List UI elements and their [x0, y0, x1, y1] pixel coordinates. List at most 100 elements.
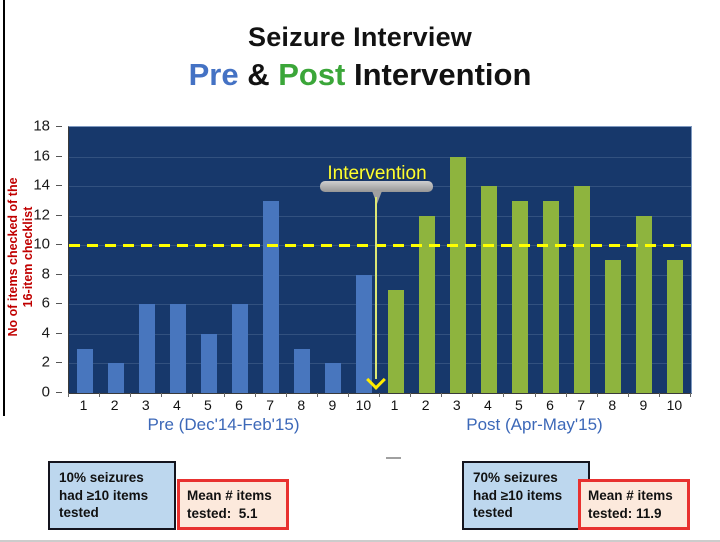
subtitle-amp: & — [238, 57, 279, 92]
bar-pre-10 — [356, 274, 373, 393]
x-tick-mark — [441, 393, 443, 397]
y-tick-mark — [56, 362, 62, 364]
intervention-callout-label: Intervention — [327, 163, 427, 184]
x-tick-mark — [534, 393, 536, 397]
gridline — [69, 363, 691, 365]
x-tick-label: 1 — [390, 397, 399, 413]
bar-pre-8 — [294, 348, 311, 393]
x-tick-label: 8 — [608, 397, 617, 413]
x-tick-label: 9 — [328, 397, 337, 413]
subtitle-post: Post — [278, 57, 346, 92]
bar-pre-7 — [263, 200, 280, 393]
x-tick-mark — [192, 393, 194, 397]
subtitle-rest: Intervention — [345, 57, 532, 92]
y-tick-mark — [56, 185, 62, 187]
x-tick-mark — [68, 393, 69, 397]
x-tick-mark — [472, 393, 474, 397]
y-tick-label: 10 — [33, 235, 50, 253]
slide-edge-line — [3, 0, 5, 416]
x-tick-mark — [223, 393, 225, 397]
bar-post-2 — [418, 215, 435, 393]
y-tick-label: 2 — [41, 353, 50, 371]
bar-pre-9 — [325, 363, 342, 393]
y-tick-mark — [56, 273, 62, 275]
page-subtitle: Pre & Post Intervention — [0, 57, 720, 93]
x-tick-label: 2 — [421, 397, 430, 413]
x-tick-label: 6 — [235, 397, 243, 413]
bar-pre-1 — [76, 348, 93, 393]
y-tick-mark — [56, 392, 62, 393]
pre-summary-box: 10% seizures had ≥10 items tested — [48, 461, 176, 530]
y-tick-mark — [56, 244, 62, 246]
bar-pre-4 — [169, 304, 186, 393]
gridline — [69, 215, 691, 217]
x-tick-label: 7 — [577, 397, 586, 413]
bar-post-6 — [543, 200, 560, 393]
pre-mean-box: Mean # items tested: 5.1 — [177, 479, 289, 531]
x-tick-mark — [99, 393, 101, 397]
x-tick-label: 10 — [355, 397, 372, 413]
x-tick-label: 10 — [666, 397, 683, 413]
y-tick-label: 18 — [33, 117, 50, 135]
x-tick-label: 9 — [639, 397, 648, 413]
x-tick-mark — [316, 393, 318, 397]
plot-area: Intervention — [68, 126, 692, 394]
intervention-arrow-line — [375, 197, 377, 379]
y-tick-mark — [56, 126, 62, 127]
x-axis-group-label-pre: Pre (Dec'14-Feb'15) — [147, 415, 300, 434]
y-tick-mark — [56, 332, 62, 334]
x-tick-mark — [410, 393, 412, 397]
reference-line-10 — [69, 244, 691, 248]
x-tick-mark — [347, 393, 349, 397]
bar-pre-2 — [107, 363, 124, 393]
bar-post-8 — [605, 260, 622, 393]
y-tick-label: 6 — [41, 294, 50, 312]
bar-post-3 — [449, 156, 466, 393]
bar-pre-3 — [138, 304, 155, 393]
x-tick-mark — [130, 393, 132, 397]
y-tick-mark — [56, 155, 62, 157]
bar-post-10 — [667, 260, 684, 393]
x-tick-mark — [379, 393, 380, 397]
x-tick-label: 4 — [483, 397, 492, 413]
y-axis-ticks: 0 2 4 6 8 10 12 14 16 18 — [0, 118, 62, 401]
divider-dash — [386, 457, 401, 459]
page-title: Seizure Interview — [248, 22, 472, 52]
bar-post-9 — [636, 215, 653, 393]
x-tick-label: 5 — [515, 397, 523, 413]
subtitle-pre: Pre — [188, 57, 239, 92]
x-tick-label: 6 — [546, 397, 554, 413]
x-tick-mark — [690, 393, 691, 397]
x-tick-mark — [565, 393, 567, 397]
x-tick-label: 7 — [266, 397, 275, 413]
bar-pre-6 — [232, 304, 249, 393]
x-tick-mark — [285, 393, 287, 397]
y-tick-mark — [56, 303, 62, 305]
x-tick-mark — [627, 393, 629, 397]
bar-post-7 — [574, 186, 591, 393]
x-tick-label: 3 — [452, 397, 461, 413]
y-tick-label: 12 — [33, 206, 50, 224]
gridline — [69, 274, 691, 276]
x-tick-label: 5 — [204, 397, 212, 413]
x-tick-label: 4 — [172, 397, 181, 413]
gridline — [69, 304, 691, 306]
x-tick-mark — [161, 393, 163, 397]
y-tick-label: 0 — [41, 383, 50, 401]
x-tick-label: 2 — [110, 397, 119, 413]
bar-post-4 — [480, 186, 497, 393]
post-mean-box: Mean # items tested: 11.9 — [578, 479, 690, 531]
x-tick-label: 1 — [79, 397, 88, 413]
gridline — [69, 156, 691, 158]
gridline — [69, 333, 691, 335]
y-tick-label: 8 — [41, 265, 50, 283]
bar-pre-5 — [200, 333, 217, 393]
y-tick-label: 4 — [41, 324, 50, 342]
x-axis-group-label-post: Post (Apr-May'15) — [466, 415, 603, 434]
y-tick-label: 14 — [33, 176, 50, 194]
x-tick-mark — [596, 393, 598, 397]
x-tick-label: 3 — [141, 397, 150, 413]
bar-post-5 — [511, 200, 528, 393]
x-tick-mark — [658, 393, 660, 397]
